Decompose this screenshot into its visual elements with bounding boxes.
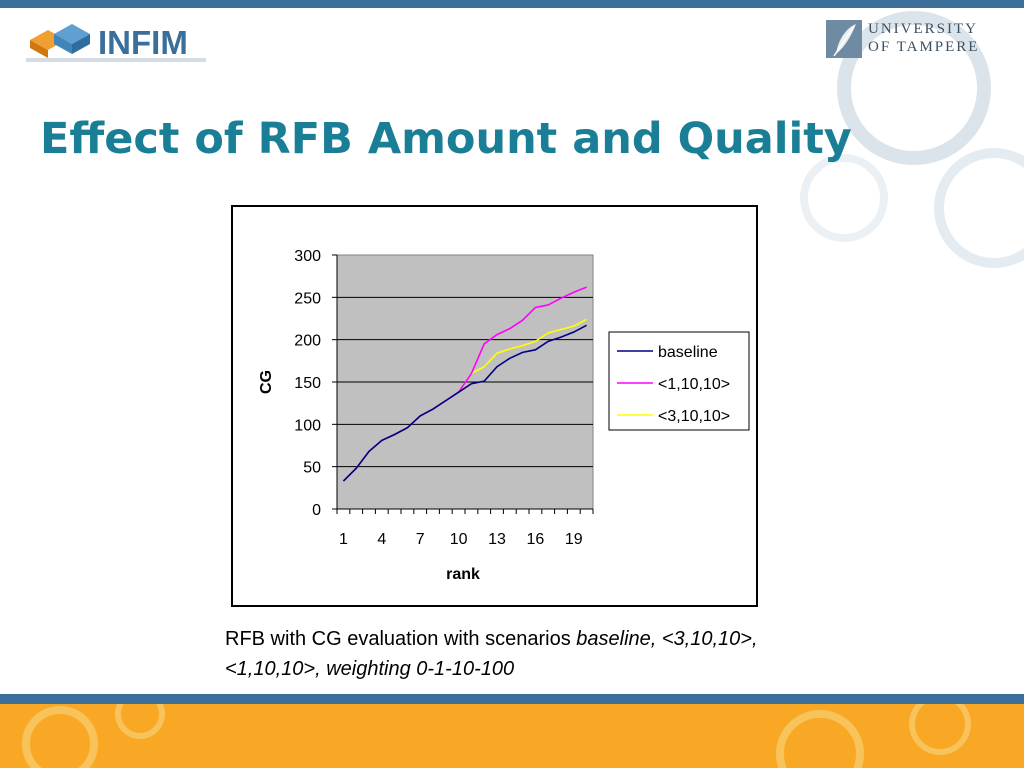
x-axis-title: rank [446, 566, 480, 583]
y-tick-label: 200 [294, 333, 321, 350]
slide-title: Effect of RFB Amount and Quality [40, 114, 852, 164]
y-axis-title: CG [258, 370, 275, 394]
bottom-band [0, 704, 1024, 768]
legend-label: baseline [658, 344, 718, 361]
y-tick-label: 0 [312, 502, 321, 519]
y-tick-label: 50 [303, 460, 321, 477]
legend-label: <3,10,10> [658, 408, 730, 425]
x-tick-label: 10 [450, 531, 468, 548]
x-tick-label: 1 [339, 531, 348, 548]
y-tick-label: 300 [294, 248, 321, 265]
bottom-stripe [0, 694, 1024, 704]
university-leaf-icon [826, 20, 862, 58]
legend-box [608, 331, 750, 431]
infim-logo-shadow [26, 58, 206, 62]
x-tick-label: 16 [527, 531, 545, 548]
infim-logo: INFIM [26, 22, 208, 62]
chart-frame: 0 50 100 150 200 250 300 1 4 7 10 13 16 19 rank CG basel… [231, 205, 758, 607]
caption-text: RFB with CG evaluation with scenarios [225, 628, 577, 650]
series-line-0 [342, 324, 587, 482]
university-logo-line1: UNIVERSITY [868, 21, 978, 37]
top-band [0, 0, 1024, 8]
caption-italic-text: baseline, <3,10,10>, <1,10,10>, weightin… [225, 628, 758, 680]
university-logo-line2: OF TAMPERE [868, 39, 980, 55]
x-tick-label: 4 [377, 531, 386, 548]
infim-logo-text: INFIM [98, 24, 188, 61]
decorative-swirl-background [800, 11, 1024, 268]
x-tick-label: 7 [416, 531, 425, 548]
university-of-tampere-logo: UNIVERSITY OF TAMPERE [826, 20, 998, 60]
x-tick-label: 19 [565, 531, 583, 548]
y-tick-label: 250 [294, 290, 321, 307]
legend-label: <1,10,10> [658, 376, 730, 393]
bottom-swirl-decoration [22, 704, 971, 768]
y-tick-label: 150 [294, 375, 321, 392]
cg-rank-line-chart: 0 50 100 150 200 250 300 1 4 7 10 13 16 19 rank CG basel… [258, 248, 750, 583]
infim-cube-icon [30, 24, 90, 58]
slide-caption: RFB with CG evaluation with scenarios ba… [225, 624, 825, 684]
x-tick-label: 13 [488, 531, 506, 548]
y-tick-label: 100 [294, 417, 321, 434]
